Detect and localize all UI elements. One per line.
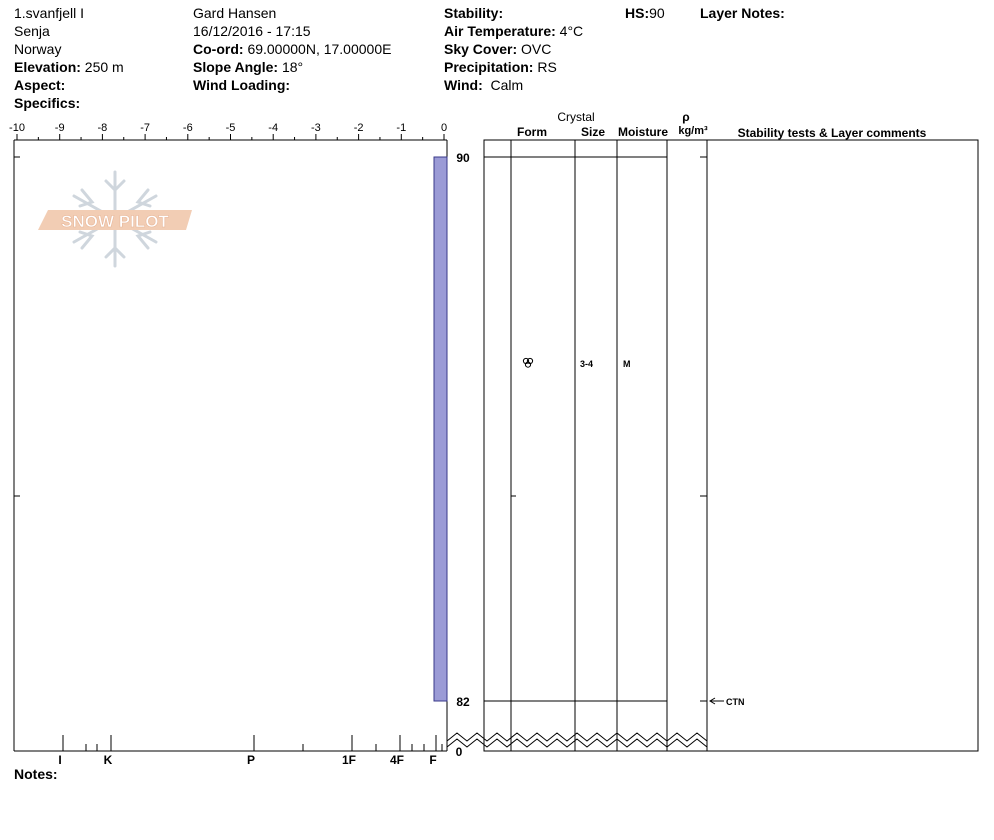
layer-table-rows	[484, 156, 667, 702]
depth-label: 0	[456, 745, 463, 759]
hardness-tick-label: 1F	[342, 753, 356, 767]
wind-label: Wind:	[444, 77, 483, 93]
temp-tick-label: -5	[226, 122, 236, 134]
layer-cells: 3-4 M	[522, 357, 631, 369]
hs-row: HS:90	[625, 4, 665, 22]
moisture-header: Moisture	[618, 125, 668, 139]
country-name: Norway	[14, 41, 62, 57]
wind-loading-label: Wind Loading:	[193, 77, 291, 93]
precip-label: Precipitation:	[444, 59, 534, 75]
specifics-label: Specifics:	[14, 95, 81, 111]
hardness-tick-label: P	[247, 753, 255, 767]
temp-tick-label: -3	[311, 122, 321, 134]
sky-label: Sky Cover:	[444, 41, 518, 57]
notes-row: Notes:	[14, 765, 58, 783]
melt-form-icon	[522, 357, 534, 368]
wind-row: Wind: Calm	[444, 76, 583, 94]
comments-header: Stability tests & Layer comments	[738, 126, 927, 140]
aspect-row: Aspect:	[14, 76, 124, 94]
hs-label: HS:	[625, 5, 650, 21]
stability-test-label: CTN	[726, 697, 745, 707]
sky-value: OVC	[521, 41, 552, 57]
size-header: Size	[581, 125, 605, 139]
stability-row: Stability:	[444, 4, 583, 22]
logo-text: SNOW PILOT	[61, 212, 169, 231]
wind-value: Calm	[490, 77, 524, 93]
hardness-bars	[433, 156, 448, 702]
layer-notes-row: Layer Notes:	[700, 4, 785, 22]
temperature-axis: -10 -9 -8 -7 -6 -5 -4 -3 -2 -1 0	[9, 122, 447, 140]
depth-labels: 90 82 0	[456, 151, 470, 759]
slope-value: 18°	[281, 59, 304, 75]
temp-tick-label: -2	[354, 122, 364, 134]
aspect-label: Aspect:	[14, 77, 66, 93]
hardness-axis: I K P 1F 4F F	[58, 735, 443, 767]
temp-tick-label: 0	[441, 122, 447, 134]
layer-notes-label: Layer Notes:	[700, 5, 785, 21]
air-temp-value: 4°C	[559, 23, 584, 39]
hs-value: 90	[649, 5, 665, 21]
area-name: Senja	[14, 23, 50, 39]
depth-label: 82	[456, 695, 470, 709]
precip-value: RS	[537, 59, 557, 75]
air-temp-label: Air Temperature:	[444, 23, 556, 39]
observation-datetime: 16/12/2016 - 17:15	[193, 23, 311, 39]
header-col1: 1.svanfjell I Senja Norway Elevation: 25…	[14, 4, 124, 112]
temp-tick-label: -1	[396, 122, 406, 134]
slope-label: Slope Angle:	[193, 59, 279, 75]
left-depth-ticks	[14, 156, 707, 702]
header-col3: Stability: Air Temperature: 4°C Sky Cove…	[444, 4, 583, 94]
temp-tick-label: -9	[55, 122, 65, 134]
layer-hardness-bar	[433, 156, 448, 702]
temp-tick-label: -7	[140, 122, 150, 134]
elevation-value: 250 m	[84, 59, 124, 75]
hardness-tick-label: K	[104, 753, 113, 767]
coord-label: Co-ord:	[193, 41, 244, 57]
temp-tick-label: -6	[183, 122, 193, 134]
slope-row: Slope Angle: 18°	[193, 58, 391, 76]
temp-tick-label: -10	[9, 122, 25, 134]
logo-banner	[38, 210, 192, 230]
ground-zigzag-lower	[446, 738, 708, 748]
crystal-header: Crystal	[557, 110, 594, 124]
observer-name: Gard Hansen	[193, 5, 277, 21]
hardness-tick-label: F	[429, 753, 436, 767]
layer-moisture-value: M	[623, 359, 631, 369]
temp-tick-label: -8	[98, 122, 108, 134]
form-header: Form	[517, 125, 547, 139]
snowpilot-logo: SNOW PILOT	[38, 170, 192, 268]
header-col2: Gard Hansen 16/12/2016 - 17:15 Co-ord: 6…	[193, 4, 391, 94]
coord-row: Co-ord: 69.00000N, 17.00000E	[193, 40, 391, 58]
wind-loading-row: Wind Loading:	[193, 76, 391, 94]
temp-tick-label: -4	[268, 122, 278, 134]
hardness-tick-label: 4F	[390, 753, 404, 767]
specifics-row: Specifics:	[14, 94, 124, 112]
layer-table-frame	[483, 139, 979, 752]
stability-tests: CTN	[709, 697, 745, 707]
ground-zigzag	[446, 732, 708, 742]
elevation-row: Elevation: 250 m	[14, 58, 124, 76]
notes-label: Notes:	[14, 766, 58, 782]
air-temp-row: Air Temperature: 4°C	[444, 22, 583, 40]
elevation-label: Elevation:	[14, 59, 81, 75]
density-unit-header: kg/m³	[678, 125, 708, 137]
sky-row: Sky Cover: OVC	[444, 40, 583, 58]
test-arrow-head	[709, 697, 716, 705]
rho-header: ρ	[682, 110, 689, 124]
coord-value: 69.00000N, 17.00000E	[247, 41, 392, 57]
hardness-tick-label: I	[58, 753, 61, 767]
depth-label: 90	[456, 151, 470, 165]
layer-size-value: 3-4	[580, 359, 593, 369]
stability-label: Stability:	[444, 5, 504, 21]
precip-row: Precipitation: RS	[444, 58, 583, 76]
location-name: 1.svanfjell I	[14, 5, 85, 21]
